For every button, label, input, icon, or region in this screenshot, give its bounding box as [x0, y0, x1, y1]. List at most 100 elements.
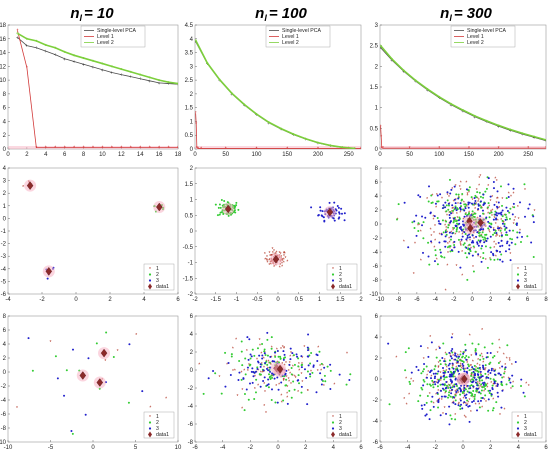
cluster-point-1: * — [501, 227, 503, 233]
y-tick-label: -2 — [373, 236, 379, 242]
cluster-point-2 — [468, 212, 471, 215]
cluster-point-3 — [478, 366, 481, 369]
cluster-point-1: * — [264, 390, 266, 396]
y-tick-label: 1.5 — [185, 182, 194, 188]
cluster-point-2 — [473, 398, 476, 401]
cluster-point-1: * — [286, 396, 288, 402]
cluster-point-2 — [506, 233, 509, 236]
series-point-1: + — [509, 128, 512, 134]
cluster-point-1: * — [270, 363, 272, 369]
cluster-point-3 — [291, 352, 294, 355]
cluster-point-2 — [514, 243, 517, 246]
cluster-point-3 — [454, 206, 457, 209]
cluster-point-2 — [494, 210, 497, 213]
cluster-point-1: * — [301, 356, 303, 362]
cluster-point-1: * — [283, 346, 285, 352]
cluster-point-3 — [424, 216, 427, 219]
series-point-3 — [176, 82, 178, 85]
cluster-point-3 — [458, 387, 461, 390]
cluster-point-1: * — [295, 376, 297, 382]
cluster-point-1: * — [278, 251, 280, 257]
series-point-2: * — [380, 135, 382, 141]
cluster-point-3 — [465, 188, 468, 191]
cluster-point-3 — [504, 366, 507, 369]
cluster-point-2 — [471, 393, 474, 396]
cluster-point-3 — [489, 226, 492, 229]
cluster-point-3 — [454, 403, 457, 406]
legend-label: Single-level PCA — [282, 28, 321, 34]
cluster-point-1: * — [484, 368, 486, 374]
data1-marker — [276, 364, 284, 374]
cluster-point-2 — [261, 343, 264, 346]
cluster-point-3 — [465, 238, 468, 241]
cluster-point-3 — [473, 202, 476, 205]
cluster-point-3 — [450, 212, 453, 215]
cluster-point-1: * — [262, 370, 264, 376]
cluster-point-2 — [430, 201, 433, 204]
cluster-point-3 — [442, 371, 445, 374]
cluster-point-2 — [422, 379, 425, 382]
cluster-point-3 — [238, 371, 241, 374]
cluster-point-1: * — [497, 384, 499, 390]
cluster-point-3 — [471, 239, 474, 242]
cluster-point-2 — [269, 375, 272, 378]
cluster-point-3 — [456, 368, 459, 371]
legend-label: 3 — [524, 278, 527, 284]
cluster-point-3 — [445, 381, 448, 384]
y-tick-label: 4 — [375, 335, 379, 341]
cluster-point-3 — [455, 390, 458, 393]
cluster-point-3 — [518, 231, 521, 234]
cluster-point-3 — [482, 193, 485, 196]
cluster-point-3 — [481, 245, 484, 248]
cluster-point-1: * — [453, 359, 455, 365]
column-title-2: nl = 100 — [255, 5, 307, 23]
cluster-point-3 — [296, 355, 299, 358]
cluster-point-2 — [290, 396, 293, 399]
cluster-point-3 — [332, 217, 335, 220]
cluster-point-1: * — [514, 216, 516, 222]
cluster-point-3 — [247, 358, 250, 361]
cluster-point-2 — [491, 409, 494, 412]
cluster-point-3 — [450, 220, 453, 223]
cluster-point-2 — [455, 385, 458, 388]
cluster-point-1: * — [476, 370, 478, 376]
y-tick-label: 0 — [375, 222, 379, 228]
cluster-point-1: * — [479, 385, 481, 391]
legend-swatch — [148, 273, 152, 276]
cluster-point-2 — [445, 204, 448, 207]
cluster-point-1: * — [485, 378, 487, 384]
cluster-point-1: * — [464, 351, 466, 357]
cluster-point-1: * — [289, 364, 291, 370]
cluster-point-1: * — [272, 247, 274, 253]
cluster-point-2 — [247, 398, 250, 401]
cluster-point-2 — [433, 368, 436, 371]
cluster-point-3 — [477, 208, 480, 211]
cluster-point-3 — [487, 177, 490, 180]
cluster-point-3 — [455, 383, 458, 386]
cluster-point-1: * — [483, 398, 485, 404]
cluster-point-2 — [388, 403, 391, 406]
cluster-point-3 — [450, 336, 453, 339]
x-tick-label: 0 — [91, 445, 95, 451]
cluster-point-3 — [492, 228, 495, 231]
cluster-point-2 — [301, 363, 304, 366]
cluster-point-3 — [444, 395, 447, 398]
y-tick-label: -2 — [188, 292, 194, 298]
cluster-point-2 — [501, 215, 504, 218]
cluster-point-3 — [257, 361, 260, 364]
cluster-point-1: * — [462, 365, 464, 371]
cluster-point-1: * — [320, 368, 322, 374]
cluster-point-1: * — [283, 258, 285, 264]
cluster-point-3 — [276, 350, 279, 353]
series-point-2: * — [225, 146, 227, 152]
series-line-2 — [195, 113, 361, 149]
cluster-point-2 — [320, 362, 323, 365]
cluster-point-2 — [490, 222, 493, 225]
y-tick-label: 2 — [190, 92, 194, 98]
series-point-3 — [292, 133, 295, 136]
cluster-point-3 — [319, 372, 322, 375]
cluster-point-1: * — [454, 397, 456, 403]
cluster-point-2 — [243, 393, 246, 396]
cluster-point-2 — [467, 365, 470, 368]
cluster-point-2 — [462, 351, 465, 354]
